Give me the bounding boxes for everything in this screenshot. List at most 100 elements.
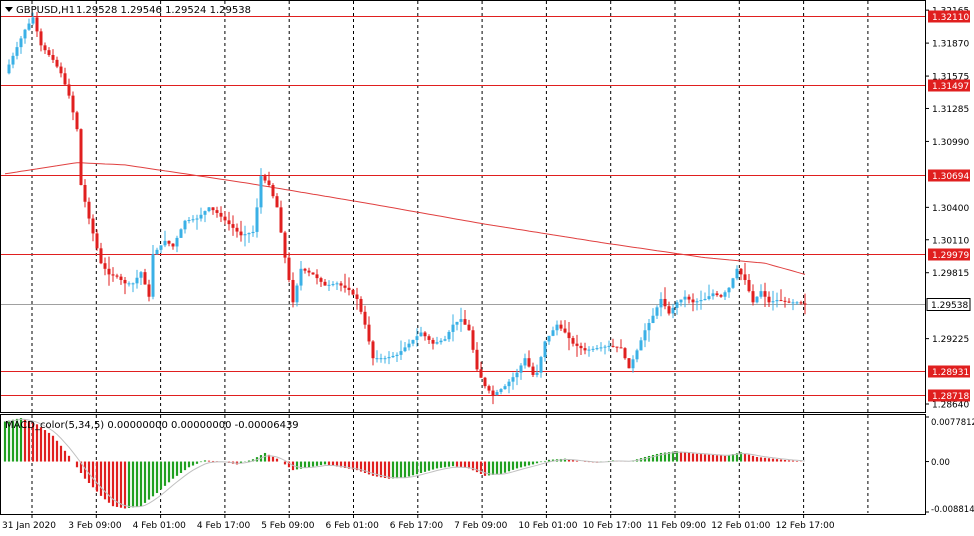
candle-bear[interactable] bbox=[315, 274, 319, 279]
candle-bull[interactable] bbox=[183, 220, 187, 230]
candle-bull[interactable] bbox=[443, 339, 447, 341]
candle-bull[interactable] bbox=[539, 357, 543, 373]
candle-bear[interactable] bbox=[367, 324, 371, 342]
candle-bull[interactable] bbox=[435, 342, 439, 344]
candle-bull[interactable] bbox=[387, 357, 391, 359]
candle-bear[interactable] bbox=[83, 185, 87, 202]
candle-bear[interactable] bbox=[559, 324, 563, 329]
candle-bear[interactable] bbox=[59, 66, 63, 74]
candle-bull[interactable] bbox=[591, 348, 595, 350]
candle-bull[interactable] bbox=[295, 285, 299, 303]
candle-bull[interactable] bbox=[179, 229, 183, 238]
candle-bull[interactable] bbox=[155, 249, 159, 255]
candle-bear[interactable] bbox=[371, 341, 375, 359]
candle-bear[interactable] bbox=[319, 278, 323, 282]
candle-bear[interactable] bbox=[63, 73, 67, 85]
candle-bull[interactable] bbox=[639, 340, 643, 351]
candle-bull[interactable] bbox=[515, 372, 519, 378]
candle-bull[interactable] bbox=[159, 245, 163, 250]
candle-bear[interactable] bbox=[283, 232, 287, 258]
candle-bull[interactable] bbox=[695, 301, 699, 303]
candle-bull[interactable] bbox=[447, 331, 451, 340]
candle-bear[interactable] bbox=[35, 17, 39, 32]
candle-bull[interactable] bbox=[335, 283, 339, 285]
candle-bear[interactable] bbox=[463, 319, 467, 325]
candle-bull[interactable] bbox=[775, 300, 779, 302]
candle-bull[interactable] bbox=[735, 268, 739, 279]
candle-bear[interactable] bbox=[119, 276, 123, 280]
candle-bear[interactable] bbox=[39, 31, 43, 46]
candle-bull[interactable] bbox=[511, 377, 515, 382]
candle-bear[interactable] bbox=[483, 377, 487, 387]
candle-bear[interactable] bbox=[55, 59, 59, 67]
candle-bear[interactable] bbox=[279, 207, 283, 233]
candle-bull[interactable] bbox=[723, 292, 727, 297]
candle-bull[interactable] bbox=[187, 220, 191, 222]
candle-bear[interactable] bbox=[347, 287, 351, 291]
candle-bear[interactable] bbox=[171, 243, 175, 247]
candle-bull[interactable] bbox=[603, 346, 607, 348]
candle-bull[interactable] bbox=[11, 55, 15, 65]
candle-bear[interactable] bbox=[715, 293, 719, 296]
candle-bear[interactable] bbox=[663, 298, 667, 307]
candle-bull[interactable] bbox=[519, 365, 523, 373]
candle-bull[interactable] bbox=[635, 350, 639, 360]
candle-bull[interactable] bbox=[7, 64, 11, 74]
candle-bear[interactable] bbox=[239, 231, 243, 236]
candle-bear[interactable] bbox=[527, 358, 531, 367]
candle-bull[interactable] bbox=[243, 234, 247, 236]
candle-bull[interactable] bbox=[411, 339, 415, 344]
candle-bull[interactable] bbox=[795, 302, 799, 304]
candle-bull[interactable] bbox=[547, 335, 551, 342]
horizontal-levels[interactable] bbox=[1, 16, 925, 396]
candle-bear[interactable] bbox=[271, 185, 275, 197]
candle-bear[interactable] bbox=[567, 332, 571, 339]
candle-bear[interactable] bbox=[71, 95, 75, 113]
candle-bear[interactable] bbox=[767, 296, 771, 303]
candle-bull[interactable] bbox=[675, 302, 679, 308]
candle-bull[interactable] bbox=[659, 298, 663, 308]
candle-bull[interactable] bbox=[31, 17, 35, 24]
candle-bear[interactable] bbox=[47, 50, 51, 56]
candle-bear[interactable] bbox=[623, 348, 627, 359]
candle-bull[interactable] bbox=[195, 218, 199, 220]
candle-bull[interactable] bbox=[403, 347, 407, 352]
candle-bull[interactable] bbox=[375, 358, 379, 360]
candle-bear[interactable] bbox=[359, 298, 363, 312]
candle-bull[interactable] bbox=[755, 296, 759, 303]
candle-bear[interactable] bbox=[719, 295, 723, 297]
candle-bear[interactable] bbox=[231, 224, 235, 228]
candle-bear[interactable] bbox=[43, 45, 47, 51]
candle-bull[interactable] bbox=[771, 301, 775, 303]
candle-bull[interactable] bbox=[455, 321, 459, 325]
candle-bull[interactable] bbox=[703, 298, 707, 301]
candle-bull[interactable] bbox=[683, 296, 687, 300]
candle-bear[interactable] bbox=[167, 240, 171, 244]
candle-bear[interactable] bbox=[99, 248, 103, 264]
candles[interactable] bbox=[7, 11, 807, 405]
macd-pane[interactable] bbox=[0, 414, 926, 515]
candle-bear[interactable] bbox=[307, 270, 311, 273]
candle-bull[interactable] bbox=[543, 341, 547, 358]
candle-bear[interactable] bbox=[491, 390, 495, 396]
candle-bull[interactable] bbox=[15, 47, 19, 56]
candle-bear[interactable] bbox=[571, 338, 575, 344]
candle-bull[interactable] bbox=[199, 214, 203, 219]
candle-bear[interactable] bbox=[611, 345, 615, 347]
candle-bear[interactable] bbox=[739, 268, 743, 275]
candle-bear[interactable] bbox=[667, 306, 671, 314]
candle-bear[interactable] bbox=[763, 291, 767, 297]
candle-bull[interactable] bbox=[595, 348, 599, 350]
candle-bear[interactable] bbox=[343, 285, 347, 288]
candle-bull[interactable] bbox=[759, 291, 763, 297]
candle-bear[interactable] bbox=[431, 339, 435, 344]
candle-bear[interactable] bbox=[743, 274, 747, 280]
candle-bear[interactable] bbox=[423, 332, 427, 337]
candle-bear[interactable] bbox=[51, 55, 55, 60]
candle-bear[interactable] bbox=[223, 216, 227, 221]
candle-bull[interactable] bbox=[655, 307, 659, 316]
candle-bear[interactable] bbox=[103, 263, 107, 269]
candle-bear[interactable] bbox=[427, 336, 431, 340]
candle-bull[interactable] bbox=[395, 354, 399, 356]
